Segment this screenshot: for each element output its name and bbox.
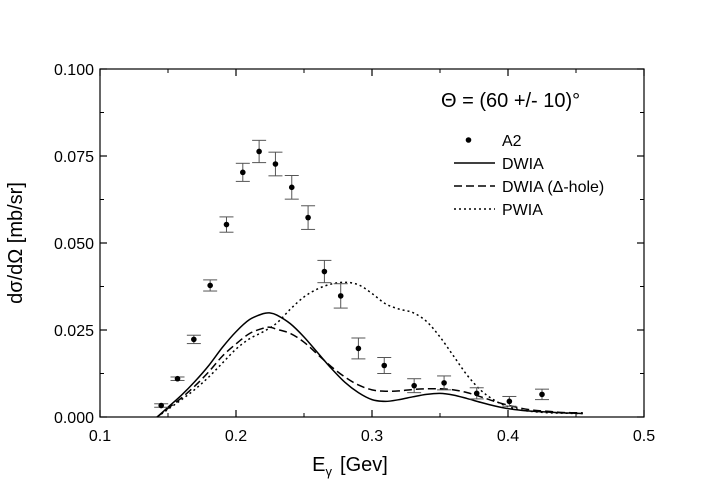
y-tick-label: 0.075 [54, 149, 94, 166]
legend-label: PWIA [502, 202, 543, 219]
data-point [207, 282, 213, 289]
data-point-group [186, 334, 201, 345]
data-point [158, 402, 164, 409]
data-point-group [351, 337, 366, 360]
data-point [305, 214, 311, 221]
y-tick-label: 0.100 [54, 62, 94, 79]
data-point [337, 293, 344, 299]
data-point [381, 362, 388, 369]
x-tick-label: 0.3 [361, 428, 383, 445]
data-points [154, 139, 549, 409]
data-point-group [219, 216, 234, 233]
data-point-group [203, 279, 218, 292]
x-tick-label: 0.2 [225, 428, 247, 445]
data-point-group [301, 205, 316, 230]
legend-label: DWIA [502, 156, 544, 173]
data-point-group [535, 388, 549, 401]
data-point [272, 161, 279, 167]
x-axis-label: Eγ [Gev] [312, 454, 388, 479]
y-tick-label: 0.000 [54, 410, 94, 427]
annotation: Θ = (60 +/- 10)° [441, 90, 580, 112]
data-point [441, 380, 447, 386]
x-tick-label: 0.4 [497, 428, 519, 445]
data-point-group [170, 375, 185, 382]
legend-marker [465, 137, 472, 143]
data-point-group [407, 378, 422, 394]
data-point-group [437, 375, 452, 391]
data-point [506, 398, 513, 405]
model-curves [156, 281, 583, 418]
data-point-group [284, 174, 299, 200]
legend-label: DWIA (Δ-hole) [502, 179, 604, 196]
data-point [321, 268, 328, 275]
x-axis-label-main: E [312, 454, 325, 476]
data-point [539, 391, 545, 398]
data-point-group [502, 395, 517, 407]
data-point-group [154, 402, 169, 409]
data-point [191, 336, 197, 343]
data-point [473, 390, 480, 397]
data-point [288, 184, 295, 191]
y-tick-label: 0.050 [54, 236, 94, 253]
data-point [411, 382, 417, 389]
y-tick-label: 0.025 [54, 323, 94, 340]
x-axis-label-subscript: γ [326, 464, 333, 479]
data-point [223, 221, 230, 228]
x-tick-label: 0.1 [89, 428, 111, 445]
data-point-group [469, 387, 484, 400]
data-point [355, 345, 362, 352]
data-point-group [268, 151, 283, 177]
plot-frame [99, 68, 645, 418]
data-point [240, 169, 246, 176]
x-axis-label-unit: [Gev] [340, 454, 388, 476]
data-point-group [377, 356, 392, 374]
x-tick-label: 0.5 [633, 428, 655, 445]
data-point [256, 148, 262, 155]
series-line-dwia-hole [156, 326, 583, 418]
legend: A2 DWIA DWIA (Δ-hole) PWIA [454, 133, 604, 219]
data-point-group [252, 139, 267, 164]
data-point-group [235, 162, 250, 182]
data-point [174, 375, 181, 382]
data-point-group [333, 283, 348, 309]
legend-label: A2 [502, 133, 522, 150]
series-line-dwia [156, 312, 583, 418]
axis-ticks: 0.1 0.2 0.3 0.4 0.5 0.000 0.025 0.050 0.075 0.100 [54, 62, 655, 445]
y-axis-label: dσ/dΩ [mb/sr] [5, 182, 27, 304]
data-point-group [317, 259, 332, 284]
